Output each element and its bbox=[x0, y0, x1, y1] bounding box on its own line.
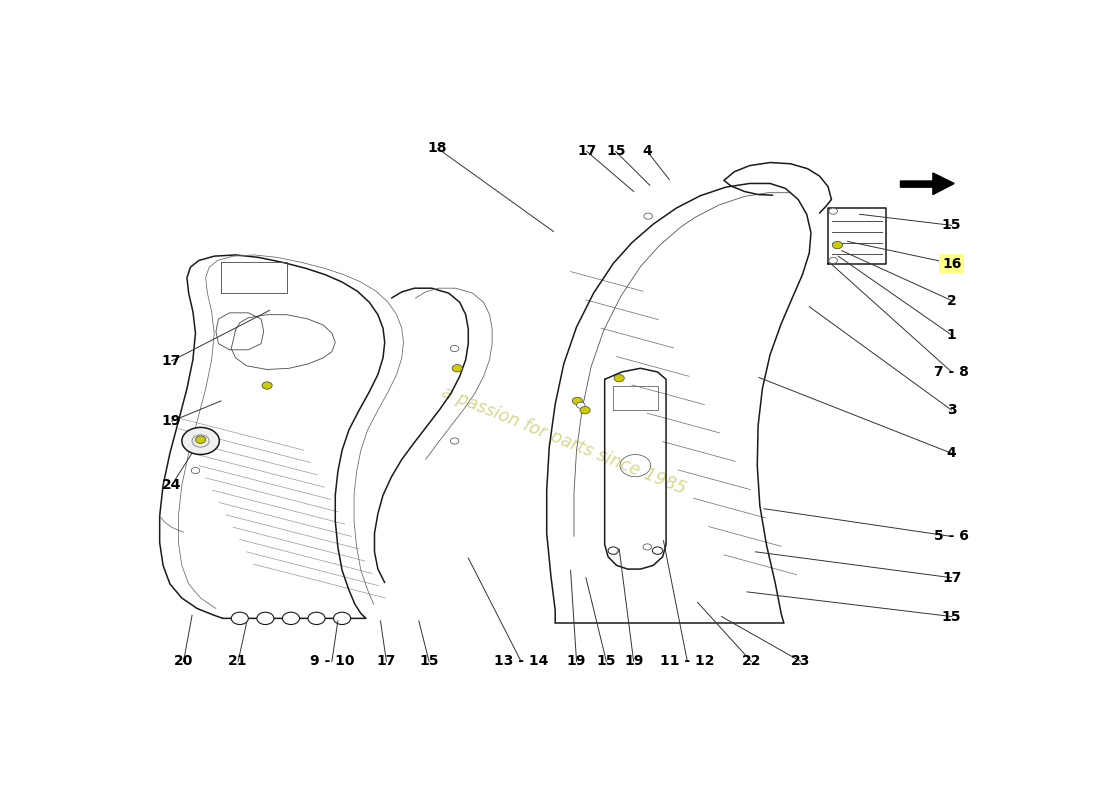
Text: 20: 20 bbox=[174, 654, 194, 669]
Circle shape bbox=[263, 382, 272, 389]
Text: 3: 3 bbox=[947, 403, 956, 417]
Circle shape bbox=[231, 612, 249, 625]
Circle shape bbox=[614, 374, 625, 382]
Text: a passion for parts since 1985: a passion for parts since 1985 bbox=[439, 383, 689, 498]
Circle shape bbox=[308, 612, 326, 625]
Text: 21: 21 bbox=[229, 654, 248, 669]
Text: 19: 19 bbox=[624, 654, 644, 669]
Polygon shape bbox=[901, 173, 954, 194]
Circle shape bbox=[452, 365, 462, 372]
Circle shape bbox=[576, 402, 585, 408]
Circle shape bbox=[257, 612, 274, 625]
Circle shape bbox=[191, 467, 200, 474]
Text: 17: 17 bbox=[578, 145, 596, 158]
Circle shape bbox=[450, 346, 459, 352]
Text: 15: 15 bbox=[942, 610, 961, 623]
Text: 17: 17 bbox=[942, 570, 961, 585]
Text: 23: 23 bbox=[791, 654, 811, 669]
Text: 15: 15 bbox=[419, 654, 439, 669]
Text: 5 - 6: 5 - 6 bbox=[934, 530, 969, 543]
Text: 22: 22 bbox=[741, 654, 761, 669]
Text: 17: 17 bbox=[162, 354, 182, 368]
Text: 19: 19 bbox=[162, 414, 182, 428]
Text: 4: 4 bbox=[642, 145, 652, 158]
Text: 11 - 12: 11 - 12 bbox=[660, 654, 715, 669]
Circle shape bbox=[833, 242, 843, 249]
Text: 13 - 14: 13 - 14 bbox=[494, 654, 548, 669]
Text: 15: 15 bbox=[606, 145, 626, 158]
Text: 7 - 8: 7 - 8 bbox=[934, 365, 969, 379]
Text: 2: 2 bbox=[947, 294, 957, 307]
Text: 15: 15 bbox=[596, 654, 616, 669]
Circle shape bbox=[333, 612, 351, 625]
Text: 16: 16 bbox=[942, 257, 961, 270]
Circle shape bbox=[644, 544, 651, 550]
Circle shape bbox=[829, 208, 837, 214]
Text: 9 - 10: 9 - 10 bbox=[309, 654, 354, 669]
Text: 18: 18 bbox=[428, 142, 448, 155]
Text: 24: 24 bbox=[162, 478, 182, 492]
Text: 4: 4 bbox=[947, 446, 957, 460]
Text: 19: 19 bbox=[566, 654, 586, 669]
Circle shape bbox=[644, 213, 652, 219]
Circle shape bbox=[262, 382, 272, 390]
Circle shape bbox=[182, 427, 219, 454]
Text: 15: 15 bbox=[942, 218, 961, 232]
Circle shape bbox=[283, 612, 299, 625]
Circle shape bbox=[572, 398, 583, 405]
Circle shape bbox=[450, 438, 459, 444]
Text: 17: 17 bbox=[376, 654, 396, 669]
Circle shape bbox=[829, 258, 837, 263]
Circle shape bbox=[196, 436, 206, 443]
Text: 1: 1 bbox=[947, 328, 957, 342]
Circle shape bbox=[580, 406, 591, 414]
